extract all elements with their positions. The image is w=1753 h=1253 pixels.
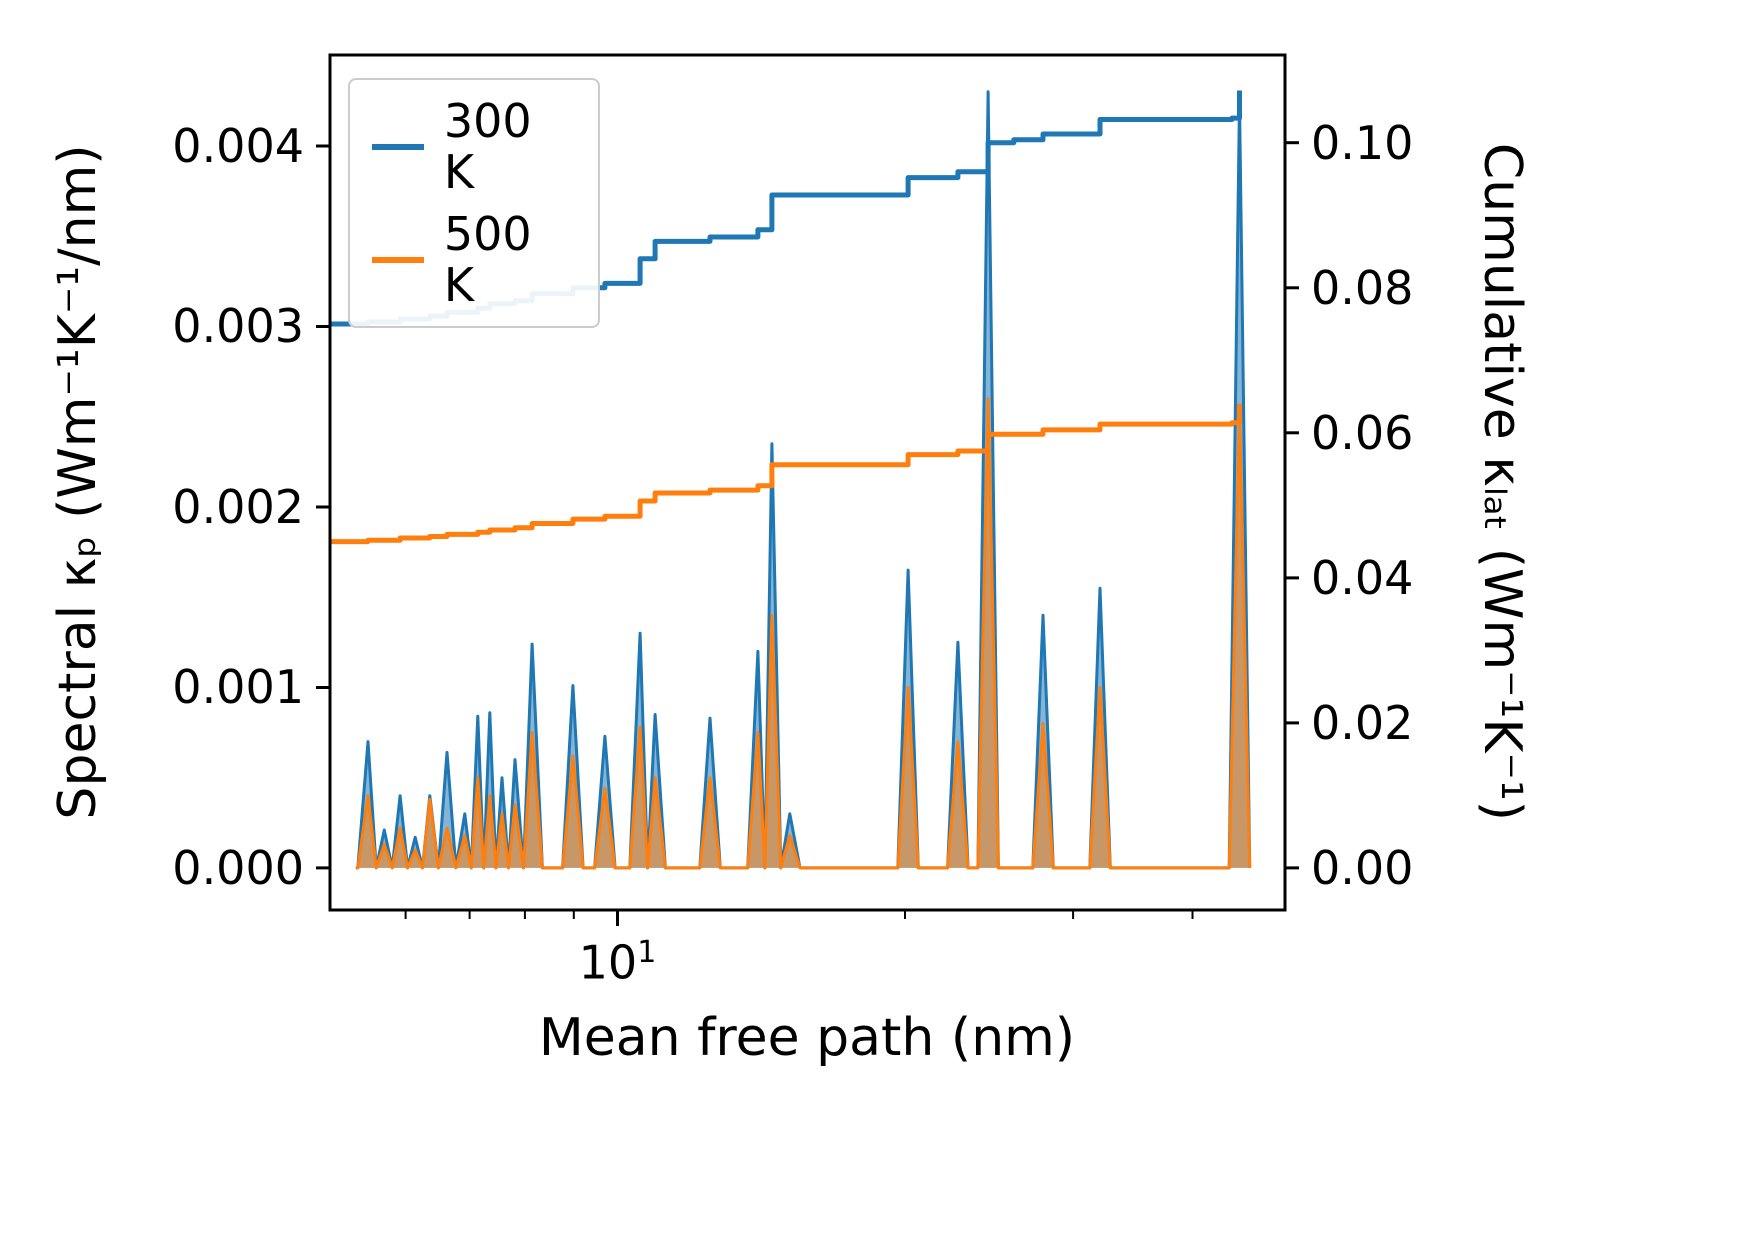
y-axis-label-right: Cumulative κₗₐₜ (Wm⁻¹K⁻¹) [1472,142,1532,822]
y-right-tick-label: 0.02 [1311,695,1414,750]
legend-line-300k [372,143,424,150]
y-left-tick-label: 0.004 [172,118,304,173]
y-left-tick-label: 0.003 [172,299,304,354]
y-left-tick-label: 0.001 [172,660,304,715]
y-axis-label-left: Spectral κₚ (Wm⁻¹K⁻¹/nm) [48,144,108,820]
spectral-500k-line [355,397,1252,870]
legend-line-500k [372,256,424,263]
legend-item-500k: 500 K [372,209,576,310]
legend: 300 K 500 K [348,78,600,329]
y-left-tick-label: 0.000 [172,840,304,895]
x-tick-exponent: 1 [637,935,657,970]
y-right-tick-label: 0.10 [1311,115,1414,170]
y-right-tick-label: 0.06 [1311,405,1414,460]
x-tick-label: 101 [579,935,657,986]
legend-label-300k: 300 K [443,94,532,199]
y-right-tick-label: 0.04 [1311,550,1414,605]
legend-label-500k: 500 K [443,207,532,312]
y-right-tick-label: 0.08 [1311,260,1414,315]
y-right-tick-label: 0.00 [1311,840,1414,895]
cumulative-500k-line [330,403,1242,545]
x-axis-label: Mean free path (nm) [538,1008,1076,1068]
axes-frame [328,53,1287,912]
x-tick-base: 10 [578,935,638,990]
legend-item-300k: 300 K [372,96,576,197]
y-left-tick-label: 0.002 [172,479,304,534]
